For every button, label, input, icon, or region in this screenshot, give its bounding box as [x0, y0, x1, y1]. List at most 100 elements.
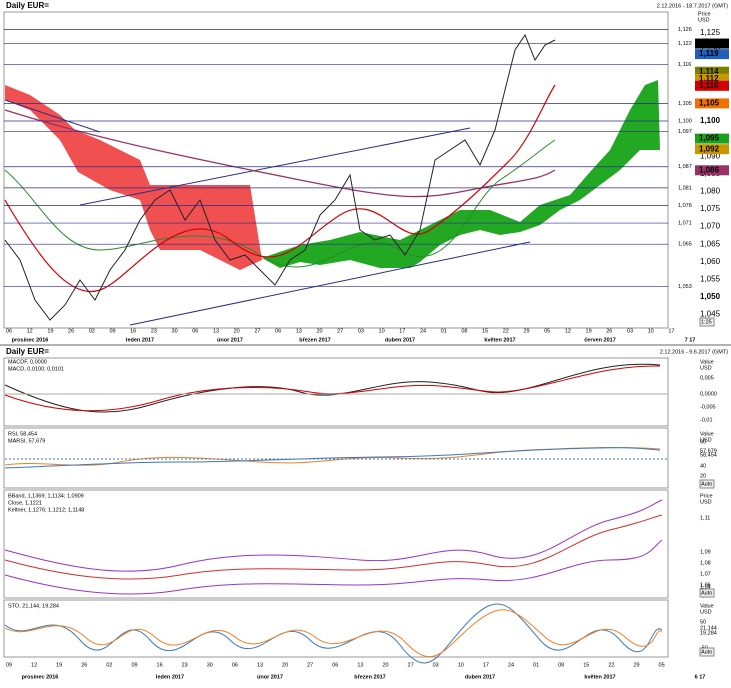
auto-button-label: Auto — [701, 649, 712, 655]
day-label: 16 — [157, 662, 163, 668]
day-label: 08 — [558, 662, 564, 668]
day-label: 20 — [382, 662, 388, 668]
level-label: 1,081 — [678, 185, 692, 191]
auto-button-label: Auto — [701, 590, 712, 596]
price-tick: 1,055 — [700, 275, 721, 284]
axis-label: 50 — [700, 619, 706, 625]
moving-average — [4, 109, 556, 198]
price-tick: 1,045 — [700, 310, 721, 319]
axis-label: -0,01 — [700, 417, 713, 423]
title: Daily EUR= — [6, 1, 49, 10]
axis-unit: USD — [700, 365, 712, 371]
day-label: 02 — [106, 662, 112, 668]
day-label: 10 — [648, 328, 654, 334]
price-tick: 1,100 — [700, 116, 721, 125]
level-label: 1,065 — [678, 242, 692, 248]
scale-button — [699, 317, 715, 327]
price-tick: 1,050 — [700, 292, 721, 301]
month-label: prosinec 2016 — [12, 337, 49, 343]
day-label: 01 — [533, 662, 539, 668]
price-tick: 1,090 — [700, 151, 721, 160]
axis-unit: Price — [698, 11, 711, 17]
day-label: 20 — [282, 662, 288, 668]
price-tag-label: 1,105 — [699, 99, 720, 108]
day-label: 15 — [583, 662, 589, 668]
day-label: 06 — [6, 328, 12, 334]
day-label: 09 — [6, 662, 12, 668]
axis-label: 58,454 — [700, 452, 717, 458]
price-tick: 1,065 — [700, 239, 721, 248]
day-label: 12 — [27, 328, 33, 334]
price-tag — [695, 144, 729, 155]
price-tag — [695, 133, 729, 144]
month-label: květen 2017 — [484, 337, 515, 343]
day-label: 27 — [408, 662, 414, 668]
month-label: únor 2017 — [257, 674, 283, 680]
day-label: 03 — [627, 328, 633, 334]
day-label: 13 — [213, 328, 219, 334]
day-label: 03 — [433, 662, 439, 668]
main-plot-frame — [3, 11, 669, 329]
day-label: 30 — [172, 328, 178, 334]
price-tick: 1,075 — [700, 204, 721, 213]
price-tag-label: 1,112 — [699, 74, 719, 83]
scale-button-label: 1:25 — [701, 319, 712, 325]
level-label: 1,100 — [678, 118, 692, 124]
price-tick: 1,125 — [700, 28, 721, 37]
axis-unit: Value — [700, 431, 714, 437]
auto-button-label: Auto — [701, 481, 712, 487]
day-label: 13 — [296, 328, 302, 334]
month-label: duben 2017 — [465, 674, 495, 680]
month-label: prosinec 2016 — [22, 674, 59, 680]
date-range: 2.12.2016 - 18.7.2017 (GMT) — [657, 3, 728, 9]
legend: BBand, 1,1369; 1,1134; 1,0909 — [8, 493, 84, 499]
day-label: 09 — [131, 662, 137, 668]
level-label: 1,053 — [678, 284, 692, 290]
day-label: 19 — [47, 328, 53, 334]
day-label: 06 — [232, 662, 238, 668]
price-tag-label: 1,110 — [699, 81, 719, 90]
month-label: duben 2017 — [385, 337, 415, 343]
axis-unit: USD — [700, 437, 712, 443]
day-label: 27 — [307, 662, 313, 668]
auto-button — [699, 479, 715, 489]
axis-label: 1,08 — [700, 560, 711, 566]
day-label: 02 — [89, 328, 95, 334]
day-label: 10 — [379, 328, 385, 334]
date-range: 2.12.2016 - 9.6.2017 (GMT) — [660, 349, 728, 355]
legend: Close, 1,1221 — [8, 500, 42, 506]
price-tag — [695, 80, 729, 91]
day-label: 13 — [257, 662, 263, 668]
level-label: 1,097 — [678, 129, 692, 135]
legend: RSI, 58,454 — [8, 431, 37, 437]
day-label: 27 — [254, 328, 260, 334]
day-label: 24 — [508, 662, 514, 668]
axis-label: 40 — [700, 463, 706, 469]
day-label: 23 — [151, 328, 157, 334]
macd-signal — [4, 365, 661, 412]
price-tag — [695, 98, 729, 109]
day-label: 05 — [659, 662, 665, 668]
level-label: 1,116 — [678, 62, 691, 68]
month-label: březen 2017 — [299, 337, 331, 343]
legend: MARSI, 57,679 — [8, 438, 45, 444]
day-label: 03 — [358, 328, 364, 334]
day-label: 19 — [56, 662, 62, 668]
level-label: 1,087 — [678, 164, 692, 170]
day-label: 23 — [182, 662, 188, 668]
day-label: 17 — [668, 328, 674, 334]
title: Daily EUR= — [6, 347, 49, 356]
axis-label: 21,144 — [700, 625, 717, 631]
day-label: 17 — [483, 662, 489, 668]
day-label: 19 — [586, 328, 592, 334]
day-label: 06 — [192, 328, 198, 334]
axis-label: 1,09 — [700, 549, 711, 555]
price-tag — [695, 165, 729, 176]
day-label: 30 — [207, 662, 213, 668]
price-tag-label: 1,119 — [699, 49, 719, 58]
day-label: 13 — [357, 662, 363, 668]
day-label: 22 — [503, 328, 509, 334]
sto-frame — [3, 599, 669, 658]
moving-average — [4, 139, 556, 268]
